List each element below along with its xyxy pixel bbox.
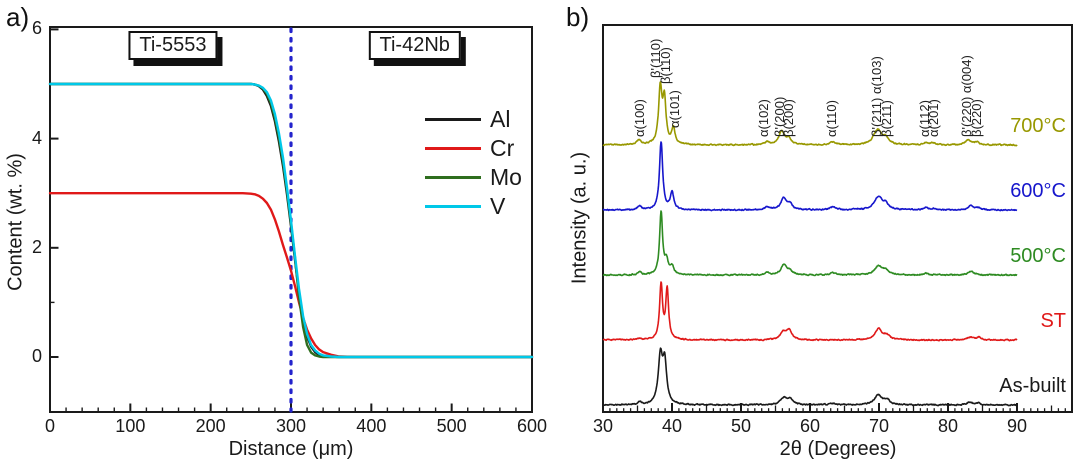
panel-a-y-tick-label: 4	[31, 127, 42, 148]
peak-label: β(200)	[781, 99, 796, 137]
panel-a-letter: a)	[6, 2, 30, 32]
legend-swatch-mo	[425, 176, 481, 179]
xrd-trace-500-c	[602, 210, 1018, 277]
legend-swatch-v	[425, 205, 481, 208]
panel-b-x-tick-label: 70	[868, 416, 890, 436]
series-v-curve	[48, 82, 534, 359]
legend-label-mo: Mo	[490, 164, 522, 190]
peak-label: β(220)	[969, 99, 984, 137]
panel-a-y-tick-label: 0	[31, 346, 42, 366]
xrd-trace-600-c	[602, 141, 1018, 212]
trace-label-700-c: 700°C	[1010, 115, 1066, 137]
legend-entry-al: Al	[425, 106, 510, 133]
legend-label-al: Al	[490, 106, 511, 132]
panel-b-y-axis-title: Intensity (a. u.)	[568, 151, 591, 285]
legend-swatch-al	[425, 118, 481, 121]
panel-a-x-tick-label: 600	[516, 416, 548, 436]
panel-a-x-tick-label: 100	[115, 416, 146, 436]
panel-a-x-tick-label: 400	[356, 416, 387, 436]
trace-label-500-c: 500°C	[1010, 245, 1066, 267]
panel-b-x-tick-label: 80	[937, 416, 959, 436]
peak-label: α(110)	[824, 100, 839, 137]
legend-entry-mo: Mo	[425, 164, 522, 191]
panel-b-x-tick-label: 30	[592, 416, 614, 436]
panel-b-x-axis-title: 2θ (Degrees)	[779, 438, 897, 460]
panel-b-x-tick-label: 60	[799, 416, 821, 436]
xrd-trace-700-c	[602, 81, 1018, 147]
trace-label-as-built: As-built	[999, 375, 1066, 397]
panel-a-y-tick-label: 6	[31, 18, 42, 39]
xrd-trace-as-built	[602, 347, 1018, 407]
peak-label: α(102)	[756, 99, 771, 137]
panel-a-x-axis-title: Distance (μm)	[228, 438, 354, 460]
panel-a-x-tick-label: 0	[44, 416, 56, 436]
panel-a-x-tick-label: 200	[195, 416, 226, 436]
peak-label: α(201)	[926, 99, 941, 137]
panel-a-x-tick-label: 500	[436, 416, 467, 436]
panel-b-x-tick-label: 40	[661, 416, 683, 436]
panel-a-y-axis-title: Content (wt. %)	[4, 153, 27, 291]
legend-label-v: V	[490, 193, 506, 219]
region-label-ti-42nb: Ti-42Nb	[368, 31, 461, 60]
peak-label: α(100)	[632, 99, 647, 137]
panel-b-letter: b)	[566, 2, 590, 32]
panel-a-x-tick-label: 300	[275, 416, 307, 436]
trace-label-st: ST	[1040, 310, 1066, 332]
xrd-trace-st	[602, 281, 1018, 342]
legend-entry-cr: Cr	[425, 135, 514, 162]
panel-b-x-tick-label: 50	[730, 416, 752, 436]
panel-a-y-tick-label: 2	[31, 236, 42, 257]
trace-label-600-c: 600°C	[1010, 180, 1066, 202]
region-label-ti-5553: Ti-5553	[128, 31, 218, 60]
peak-label: β(211)	[879, 100, 894, 137]
peak-label: β(110)	[658, 47, 673, 84]
peak-label: α(101)	[667, 90, 682, 128]
legend-entry-v: V	[425, 193, 505, 220]
legend-swatch-cr	[425, 147, 481, 150]
panel-b-x-tick-label: 90	[1006, 416, 1028, 436]
legend-label-cr: Cr	[490, 135, 515, 161]
panel-b-plot-box	[602, 24, 1073, 413]
